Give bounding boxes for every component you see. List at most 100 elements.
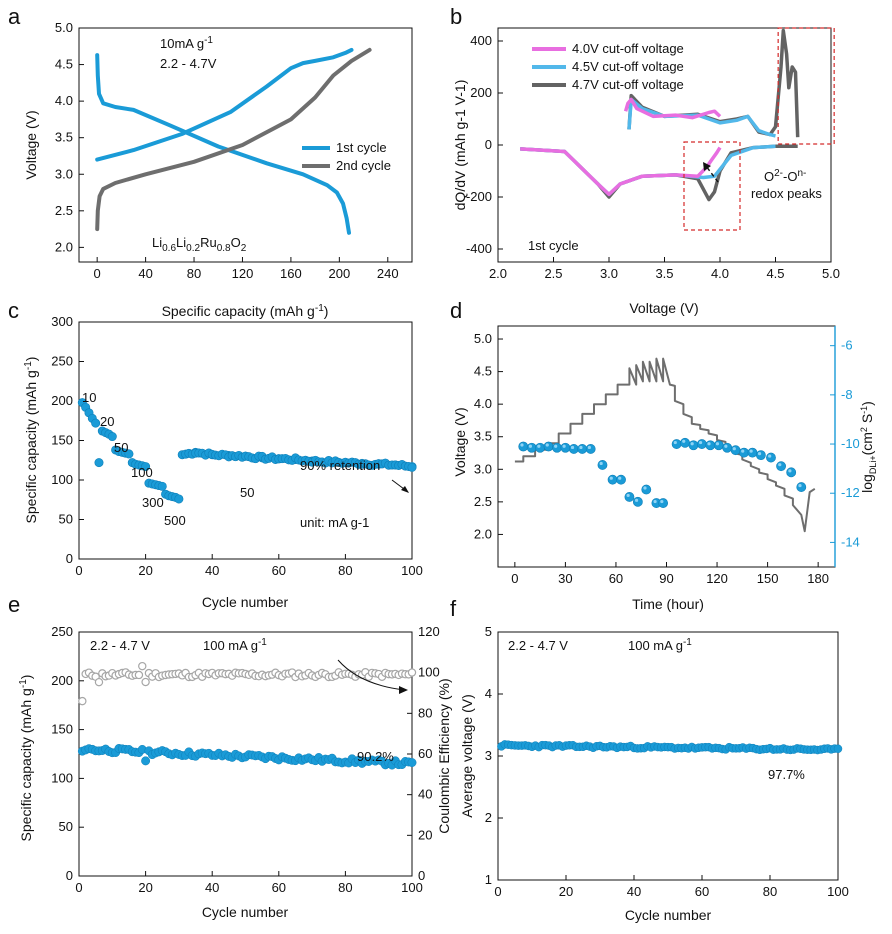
x-tick-label: 0 xyxy=(75,880,82,895)
y-tick-label: 0 xyxy=(66,868,73,883)
diffusion-point xyxy=(766,452,776,463)
diffusion-point xyxy=(739,447,749,458)
x-tick-label: 120 xyxy=(706,571,728,586)
diffusion-point xyxy=(518,441,529,452)
x-tick-label: 30 xyxy=(558,571,572,586)
y-tick-label: 250 xyxy=(51,354,73,369)
x-tick-label: 20 xyxy=(138,880,152,895)
series-line-1st-discharge xyxy=(95,53,351,235)
diffusion-point xyxy=(526,442,537,453)
diffusion-point xyxy=(552,442,562,453)
diffusion-point xyxy=(597,460,608,470)
diffusion-point xyxy=(641,484,652,495)
y-tick-label: 2.5 xyxy=(55,203,73,218)
y2-tick-label: 40 xyxy=(418,787,432,802)
y2-tick-label: 20 xyxy=(418,827,432,842)
diffusion-point-highlight xyxy=(660,499,664,504)
y-tick-label: -400 xyxy=(466,241,492,256)
x-tick-label: 60 xyxy=(272,563,286,578)
y-tick-label: 0 xyxy=(485,137,492,152)
diffusion-point xyxy=(624,492,635,502)
retention-label: 97.7% xyxy=(768,767,805,782)
panel-label-d: d xyxy=(450,298,462,323)
diffusion-point-highlight xyxy=(545,443,549,447)
y-tick-label: 300 xyxy=(51,314,73,329)
annotation-current: 100 mA g-1 xyxy=(203,637,267,653)
y-tick-label: 200 xyxy=(51,673,73,688)
retention-label: 90.2% xyxy=(357,749,394,764)
diffusion-point-highlight xyxy=(570,445,575,450)
x-axis-label: Cycle number xyxy=(202,904,289,920)
diffusion-point xyxy=(616,474,626,485)
diffusion-point-highlight xyxy=(778,463,782,467)
diffusion-point xyxy=(696,439,707,449)
y-tick-label: 200 xyxy=(51,393,73,408)
y-tick-label: 150 xyxy=(51,433,73,448)
x-tick-label: 100 xyxy=(401,880,423,895)
annotation-redox-peaks: redox peaks xyxy=(751,186,822,201)
redox-box-low xyxy=(683,141,741,231)
panel-label-f: f xyxy=(450,596,457,621)
panel-label-a: a xyxy=(8,4,21,29)
y-tick-label: 4.0 xyxy=(55,93,73,108)
coulombic-efficiency-point xyxy=(134,670,144,680)
panel-label-e: e xyxy=(8,592,20,617)
legend-item-0: 4.0V cut-off voltage xyxy=(572,41,684,56)
diffusion-point xyxy=(560,442,571,453)
x-tick-label: 2.5 xyxy=(544,266,562,281)
y2-tick-label: 100 xyxy=(418,665,440,680)
capacity-point xyxy=(141,756,151,766)
data-point xyxy=(174,494,184,504)
diffusion-point-highlight xyxy=(609,476,613,480)
x-axis-label: Time (hour) xyxy=(632,596,704,612)
series-line-2nd-cycle xyxy=(95,47,372,232)
y-tick-label: 4.5 xyxy=(55,57,73,72)
diffusion-point-highlight xyxy=(698,440,703,445)
coulombic-efficiency-point xyxy=(407,668,417,677)
annotation-cycle: 1st cycle xyxy=(528,238,579,253)
legend-1st-cycle: 1st cycle xyxy=(336,140,387,155)
diffusion-point-highlight xyxy=(634,498,639,502)
shift-arrow xyxy=(705,165,719,183)
diffusion-point-highlight xyxy=(724,444,728,448)
x-tick-label: 160 xyxy=(280,266,302,281)
rate-label-300: 300 xyxy=(142,495,164,510)
diffusion-point-highlight xyxy=(643,486,647,490)
rate-label-100: 100 xyxy=(131,465,153,480)
x-axis-label: Voltage (V) xyxy=(629,300,698,316)
x-tick-label: 2.0 xyxy=(489,266,507,281)
diffusion-point xyxy=(658,498,669,508)
y2-tick-label: -8 xyxy=(841,387,853,402)
y-tick-label: -200 xyxy=(466,189,492,204)
x-tick-label: 5.0 xyxy=(822,266,840,281)
x-tick-label: 40 xyxy=(627,884,641,899)
diffusion-point xyxy=(776,461,786,472)
annotation-window: 2.2 - 4.7 V xyxy=(508,638,568,653)
diffusion-point-highlight xyxy=(562,444,566,448)
y-tick-label: 3.5 xyxy=(474,429,492,444)
y-tick-label: 5.0 xyxy=(55,20,73,35)
retention-arrow-head xyxy=(401,486,409,493)
y-tick-label: 3.0 xyxy=(474,461,492,476)
x-tick-label: 200 xyxy=(328,266,350,281)
rate-label-50-return: 50 xyxy=(240,485,254,500)
data-point xyxy=(157,481,167,491)
y-tick-label: 4.0 xyxy=(474,396,492,411)
x-tick-label: 4.0 xyxy=(711,266,729,281)
diffusion-point-highlight xyxy=(626,493,630,498)
coulombic-efficiency-point xyxy=(138,661,147,671)
coulombic-efficiency-point xyxy=(141,677,150,687)
y2-axis-label: Coulombic Efficiency (%) xyxy=(436,678,452,833)
panel-e: 0 20 40 60 80 1000501001502002500204060801001… xyxy=(18,624,452,920)
y-tick-label: 100 xyxy=(51,770,73,785)
diffusion-point xyxy=(535,442,546,453)
data-point xyxy=(107,432,117,442)
data-point xyxy=(141,462,151,472)
y2-tick-label: -6 xyxy=(841,338,853,353)
y-axis-label: Specific capacity (mAh g-1) xyxy=(18,675,34,842)
diffusion-point-highlight xyxy=(673,440,677,445)
diffusion-point xyxy=(671,439,682,449)
panel-d: 0 30 60 90 120 150 180 2.0 2.5 3.0 3.5 4.0 4.5 5.0 -14… xyxy=(452,325,878,612)
diffusion-point-highlight xyxy=(537,444,541,448)
